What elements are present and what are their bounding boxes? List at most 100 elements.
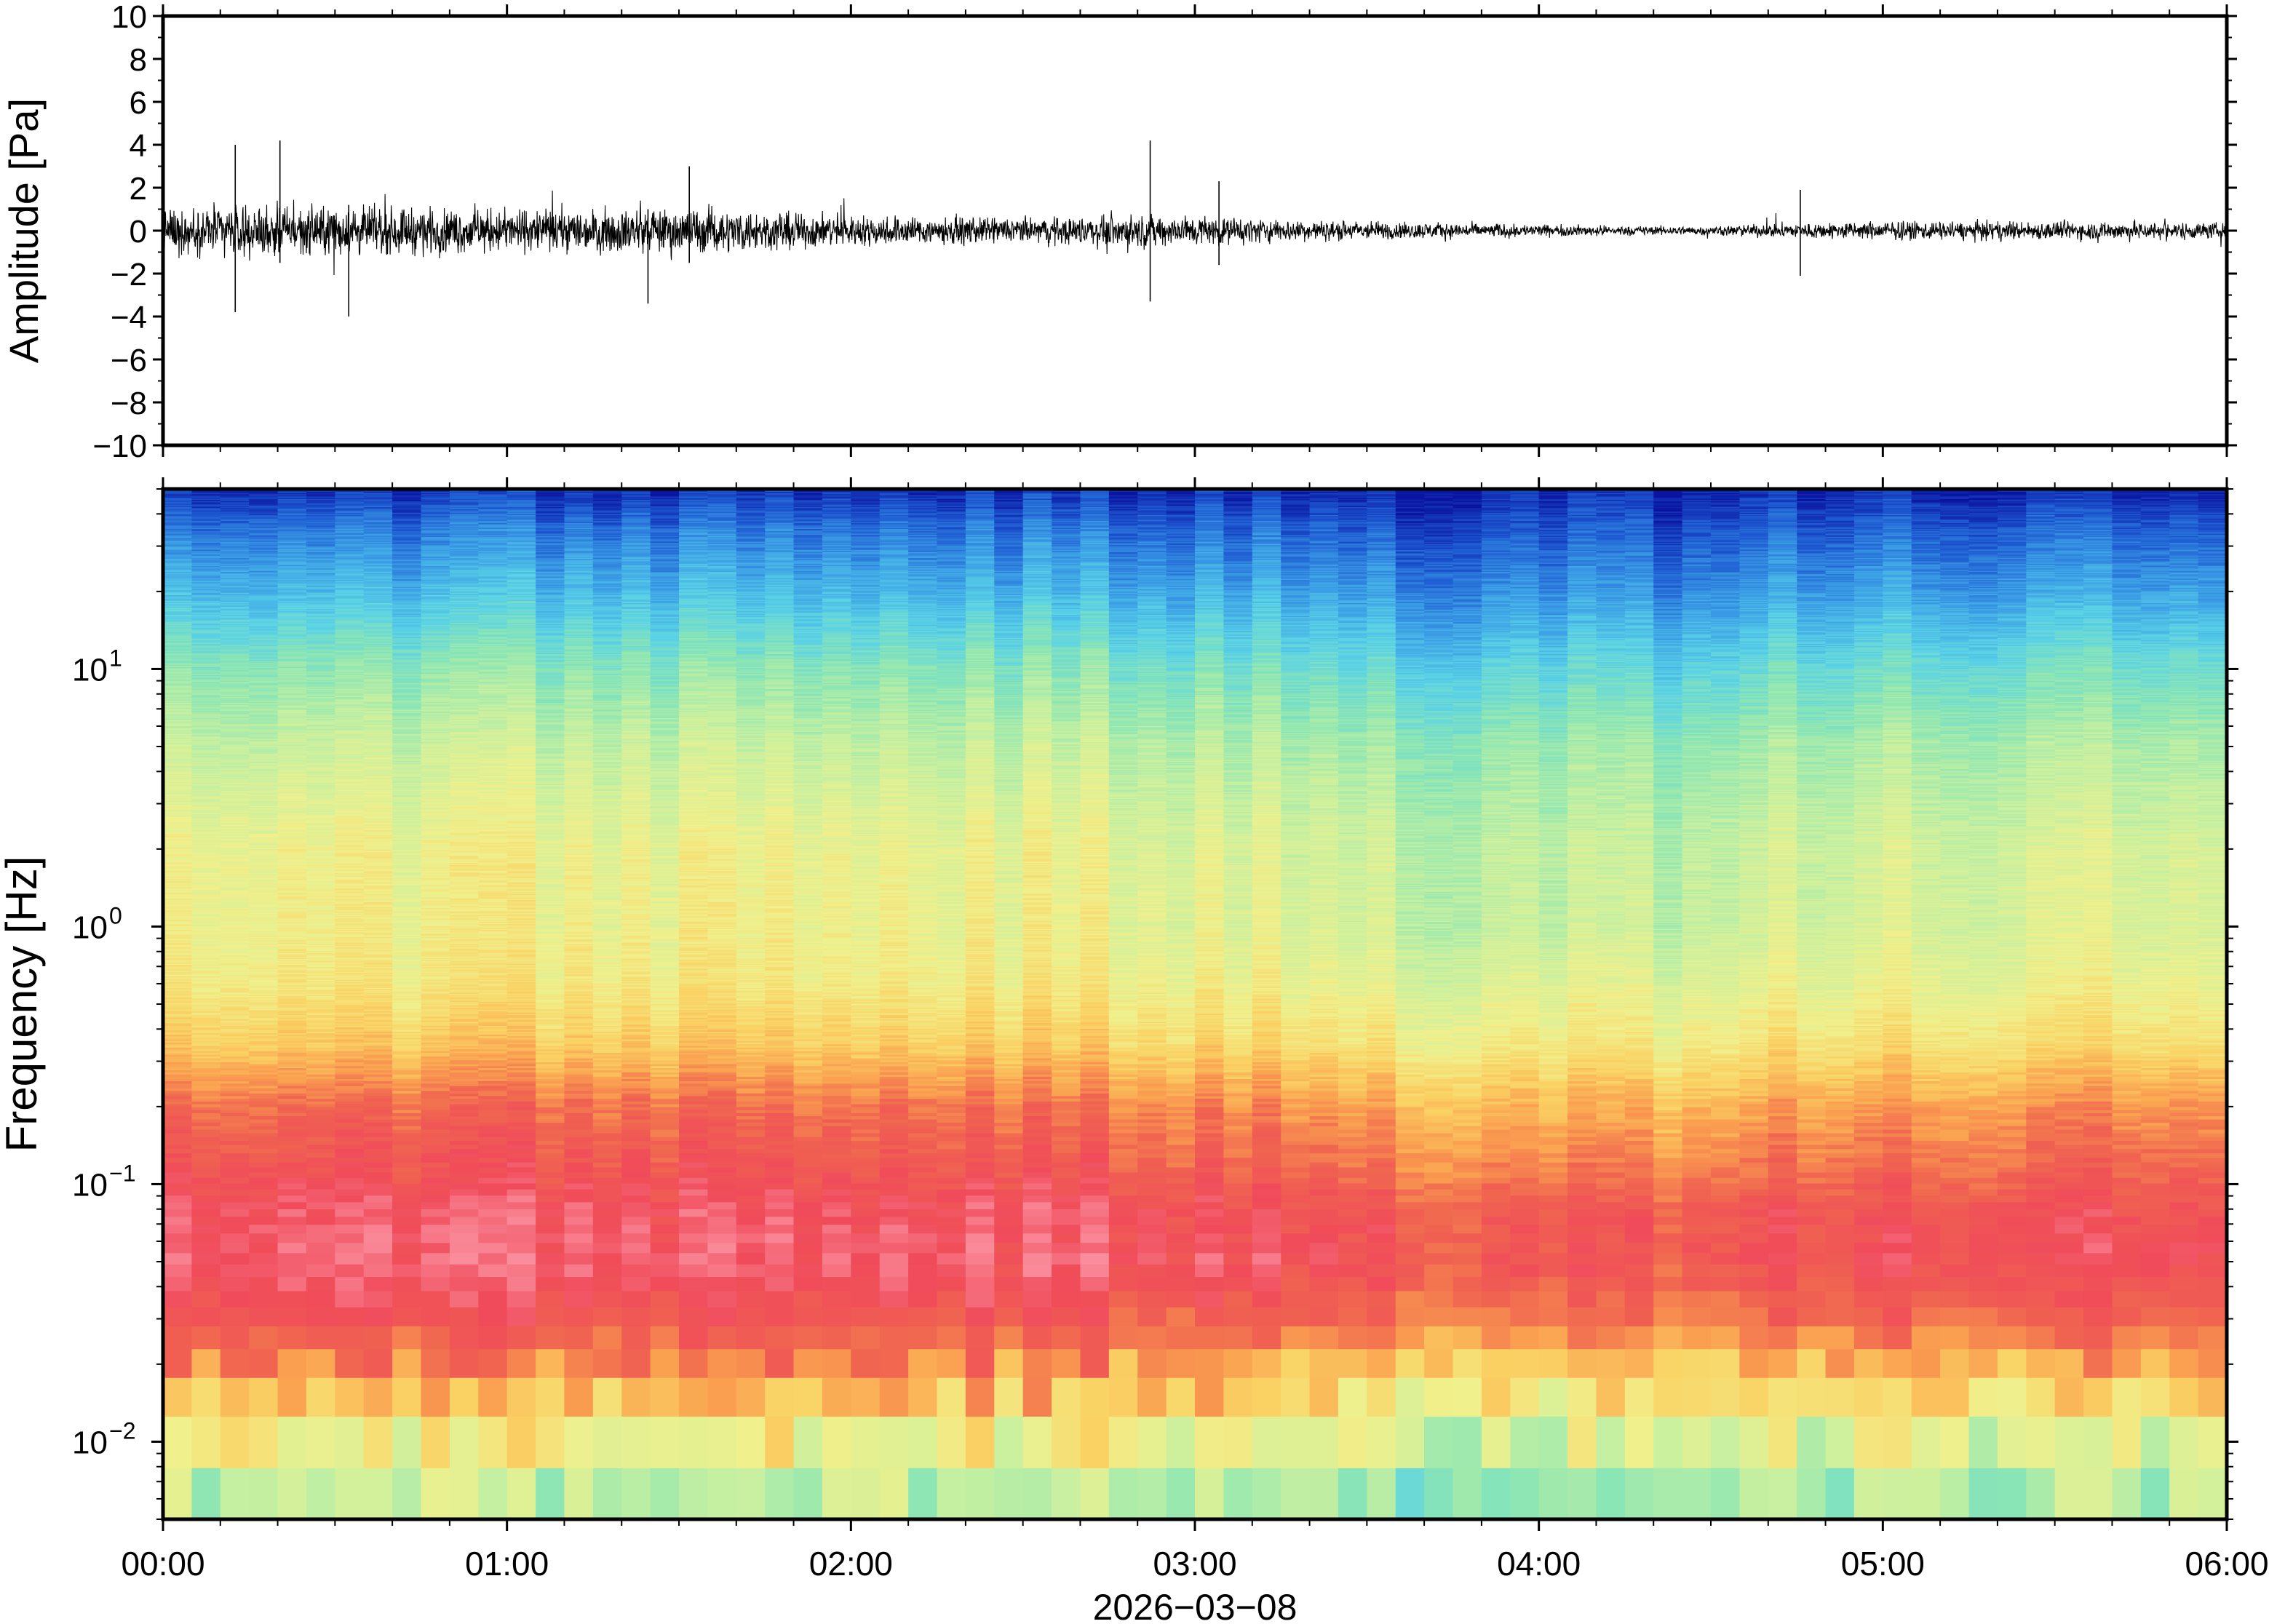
spectrogram-cell: [765, 1093, 794, 1096]
spectrogram-cell: [1424, 1137, 1453, 1141]
spectrogram-cell: [2055, 1112, 2084, 1116]
spectrogram-cell: [450, 1349, 479, 1378]
spectrogram-cell: [163, 1225, 192, 1234]
spectrogram-cell: [1682, 1264, 1712, 1277]
spectrogram-cell: [1396, 1189, 1425, 1195]
spectrogram-cell: [1797, 1217, 1826, 1225]
spectrogram-cell: [1826, 1468, 1855, 1519]
spectrogram-heatmap: [163, 489, 2228, 1520]
spectrogram-cell: [2083, 1177, 2113, 1183]
spectrogram-cell: [564, 1091, 593, 1094]
spectrogram-cell: [765, 1162, 794, 1167]
spectrogram-cell: [1310, 1233, 1339, 1243]
spectrogram-cell: [392, 1110, 421, 1113]
spectrogram-cell: [822, 1349, 851, 1378]
spectrogram-cell: [736, 1209, 766, 1217]
spectrogram-cell: [1653, 1140, 1682, 1145]
spectrogram-cell: [1739, 1349, 1768, 1378]
spectrogram-cell: [1768, 1112, 1797, 1116]
spectrogram-cell: [1969, 1172, 1998, 1178]
spectrogram-cell: [765, 1202, 794, 1209]
spectrogram-cell: [621, 1172, 651, 1178]
spectrogram-cell: [851, 1377, 880, 1417]
spectrogram-cell: [1797, 1145, 1826, 1149]
spectrogram-cell: [306, 1091, 335, 1094]
spectrogram-cell: [2026, 1195, 2055, 1203]
spectrogram-cell: [536, 1133, 565, 1137]
spectrogram-cell: [1826, 1377, 1855, 1417]
spectrogram-cell: [1883, 1377, 1912, 1417]
spectrogram-cell: [1739, 1277, 1768, 1291]
spectrogram-cell: [1682, 1145, 1712, 1149]
spectrogram-cell: [536, 1116, 565, 1120]
spectrogram-cell: [1797, 1126, 1826, 1129]
spectrogram-cell: [736, 1277, 766, 1291]
spectrogram-cell: [1023, 1253, 1052, 1265]
spectrogram-cell: [1252, 1107, 1281, 1110]
spectrogram-cell: [679, 1202, 708, 1209]
spectrogram-cell: [1167, 1217, 1196, 1225]
spectrogram-cell: [880, 1377, 909, 1417]
spectrogram-cell: [1567, 1099, 1597, 1102]
spectrogram-cell: [851, 1107, 880, 1110]
spectrogram-cell: [908, 1091, 937, 1094]
spectrogram-cell: [2112, 1177, 2141, 1183]
spectrogram-cell: [1080, 1307, 1109, 1326]
spectrogram-cell: [1739, 1209, 1768, 1217]
spectrogram-cell: [1482, 1225, 1511, 1234]
spectrogram-cell: [851, 1202, 880, 1209]
spectrogram-cell: [1739, 1119, 1768, 1123]
spectrogram-cell: [163, 1233, 192, 1243]
spectrogram-cell: [335, 1291, 364, 1307]
spectrogram-cell: [880, 1326, 909, 1349]
spectrogram-cell: [335, 1107, 364, 1110]
spectrogram-cell: [1739, 1243, 1768, 1254]
spectrogram-cell: [392, 1253, 421, 1265]
spectrogram-cell: [593, 1189, 622, 1195]
spectrogram-cell: [564, 1110, 593, 1113]
spectrogram-cell: [1682, 1326, 1712, 1349]
wave-y-tick-label: 4: [130, 128, 147, 164]
spectrogram-cell: [1653, 1307, 1682, 1326]
spectrogram-cell: [2141, 1172, 2170, 1178]
spectrogram-cell: [2055, 1129, 2084, 1134]
spectrogram-cell: [1482, 1468, 1511, 1519]
spectrogram-cell: [421, 1209, 450, 1217]
spectrogram-cell: [593, 1158, 622, 1163]
spectrogram-cell: [593, 1377, 622, 1417]
spectrogram-cell: [1453, 1133, 1482, 1137]
spectrogram-cell: [335, 1233, 364, 1243]
spectrogram-cell: [2055, 1209, 2084, 1217]
spectrogram-cell: [2026, 1233, 2055, 1243]
spectrogram-cell: [1768, 1326, 1797, 1349]
spectrogram-cell: [1998, 1101, 2027, 1104]
spectrogram-cell: [364, 1277, 393, 1291]
spectrogram-cell: [2198, 1140, 2228, 1145]
spectrogram-cell: [966, 1107, 995, 1110]
spectrogram-cell: [1969, 1225, 1998, 1234]
spectrogram-cell: [392, 1277, 421, 1291]
spectrogram-cell: [1109, 1264, 1138, 1277]
spectrogram-cell: [1338, 1233, 1367, 1243]
spectrogram-cell: [1310, 1277, 1339, 1291]
spectrogram-cell: [1195, 1153, 1224, 1158]
spectrogram-cell: [2141, 1416, 2170, 1468]
spectrogram-cell: [1338, 1183, 1367, 1190]
spectrogram-cell: [2112, 1093, 2141, 1096]
spectrogram-cell: [1424, 1183, 1453, 1190]
spectrogram-cell: [1252, 1162, 1281, 1167]
spectrogram-cell: [1367, 1129, 1396, 1134]
spectrogram-cell: [1167, 1349, 1196, 1378]
spectrogram-cell: [278, 1096, 307, 1099]
spectrogram-cell: [278, 1112, 307, 1116]
spectrogram-cell: [1797, 1195, 1826, 1203]
spectrogram-cell: [1940, 1162, 1969, 1167]
spectrogram-cell: [937, 1253, 966, 1265]
spectrogram-cell: [1453, 1195, 1482, 1203]
spectrogram-cell: [1310, 1149, 1339, 1154]
spectrogram-cell: [220, 1377, 250, 1417]
spectrogram-cell: [822, 1202, 851, 1209]
spectrogram-cell: [2169, 1233, 2198, 1243]
spectrogram-cell: [1653, 1349, 1682, 1378]
spectrogram-cell: [421, 1167, 450, 1173]
